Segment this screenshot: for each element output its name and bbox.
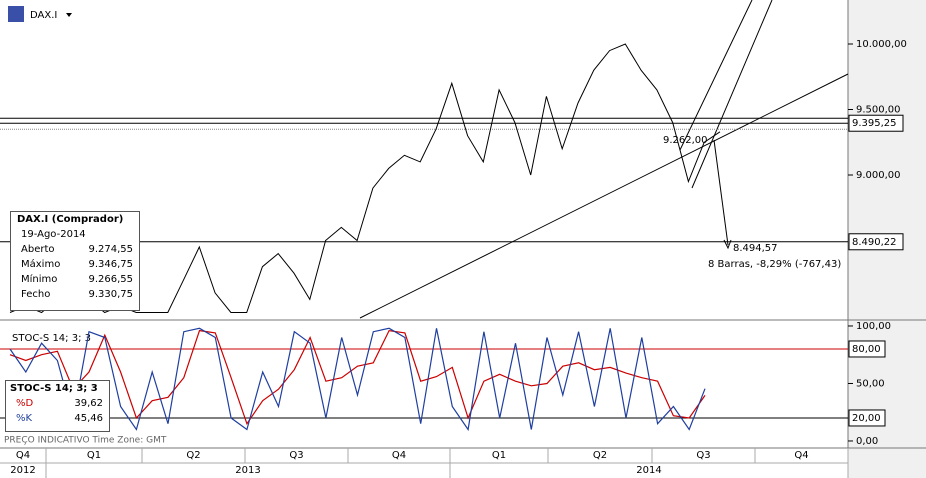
y-tick-label: 0,00 bbox=[856, 436, 878, 447]
y-tick-label: 100,00 bbox=[856, 321, 891, 332]
legend-name: %D bbox=[16, 398, 34, 409]
symbol-dropdown[interactable] bbox=[66, 13, 72, 17]
legend-name: %K bbox=[16, 413, 33, 424]
info-row: Máximo 9.346,75 bbox=[11, 257, 139, 272]
info-value: 9.346,75 bbox=[88, 259, 133, 270]
y-tick-label: 10.000,00 bbox=[856, 39, 907, 50]
quarter-label: Q3 bbox=[289, 450, 303, 461]
info-label: Máximo bbox=[21, 259, 61, 270]
year-label: 2012 bbox=[10, 465, 35, 476]
projection-arrow bbox=[713, 139, 729, 246]
symbol-icon bbox=[8, 6, 24, 22]
stoch-title: STOC-S 14; 3; 3 bbox=[12, 333, 91, 344]
quarter-label: Q1 bbox=[87, 450, 101, 461]
stoch-legend-rows: %D 39,62 %K 45,46 bbox=[6, 396, 109, 426]
legend-row: %K 45,46 bbox=[6, 411, 109, 426]
info-title: DAX.I (Comprador) bbox=[17, 214, 124, 225]
stoch-legend-title: STOC-S 14; 3; 3 bbox=[10, 383, 98, 394]
annotation: 8 Barras, -8,29% (-767,43) bbox=[708, 259, 841, 270]
stoch-line bbox=[9, 329, 706, 426]
info-box: DAX.I (Comprador) 19-Ago-2014 Aberto 9.27… bbox=[10, 211, 140, 311]
info-row: Fecho 9.330,75 bbox=[11, 287, 139, 302]
channel-line bbox=[679, 0, 753, 151]
annotation: 8.494,57 bbox=[733, 243, 778, 254]
level-label: 20,00 bbox=[852, 413, 881, 424]
stoch-legend: STOC-S 14; 3; 3 %D 39,62 %K 45,46 bbox=[5, 380, 110, 432]
level-label-box bbox=[848, 114, 904, 132]
level-label: 8.490,22 bbox=[852, 237, 897, 248]
level-label-box bbox=[848, 233, 904, 251]
quarter-label: Q1 bbox=[492, 450, 506, 461]
symbol[interactable]: DAX.I bbox=[30, 10, 57, 21]
quarter-label: Q4 bbox=[794, 450, 808, 461]
y-tick-label: 50,00 bbox=[856, 378, 885, 389]
info-label: Mínimo bbox=[21, 274, 58, 285]
footer: PREÇO INDICATIVO Time Zone: GMT bbox=[4, 436, 167, 446]
info-label: Fecho bbox=[21, 289, 51, 300]
y-tick-label: 9.500,00 bbox=[856, 105, 901, 116]
year-label: 2014 bbox=[636, 465, 661, 476]
legend-row: %D 39,62 bbox=[6, 396, 109, 411]
info-row: Mínimo 9.266,55 bbox=[11, 272, 139, 287]
info-date: 19-Ago-2014 bbox=[21, 229, 86, 240]
legend-value: 45,46 bbox=[74, 413, 103, 424]
level-label-box bbox=[848, 409, 886, 427]
trend-line bbox=[359, 73, 849, 319]
level-label-box bbox=[848, 340, 886, 358]
stoch-line bbox=[9, 327, 706, 432]
info-value: 9.266,55 bbox=[88, 274, 133, 285]
quarter-label: Q2 bbox=[593, 450, 607, 461]
arrow-head bbox=[723, 239, 732, 250]
quarter-label: Q2 bbox=[186, 450, 200, 461]
legend-value: 39,62 bbox=[74, 398, 103, 409]
quarter-label: Q4 bbox=[392, 450, 406, 461]
annotation: 9.262,00 bbox=[663, 135, 708, 146]
level-label: 80,00 bbox=[852, 344, 881, 355]
info-row: Aberto 9.274,55 bbox=[11, 242, 139, 257]
channel-line bbox=[691, 0, 773, 189]
level-label: 9.395,25 bbox=[852, 118, 897, 129]
info-value: 9.330,75 bbox=[88, 289, 133, 300]
quarter-label: Q4 bbox=[16, 450, 30, 461]
info-rows: Aberto 9.274,55 Máximo 9.346,75 Mínimo 9.266,… bbox=[11, 242, 139, 302]
info-value: 9.274,55 bbox=[88, 244, 133, 255]
y-tick-label: 9.000,00 bbox=[856, 170, 901, 181]
year-label: 2013 bbox=[235, 465, 260, 476]
info-label: Aberto bbox=[21, 244, 55, 255]
quarter-label: Q3 bbox=[696, 450, 710, 461]
